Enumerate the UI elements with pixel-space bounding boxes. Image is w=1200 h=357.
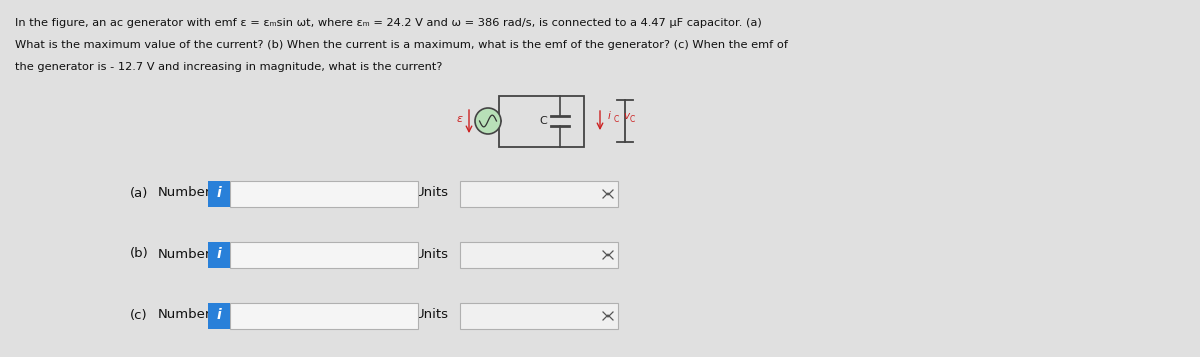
Text: Units: Units <box>415 186 449 200</box>
Text: v: v <box>623 111 629 121</box>
Text: What is the maximum value of the current? (b) When the current is a maximum, wha: What is the maximum value of the current… <box>14 40 788 50</box>
Text: Number: Number <box>158 247 211 261</box>
FancyBboxPatch shape <box>230 242 418 268</box>
Text: i: i <box>217 247 221 261</box>
Text: Number: Number <box>158 308 211 322</box>
FancyBboxPatch shape <box>208 242 230 268</box>
Text: C: C <box>614 115 619 124</box>
FancyBboxPatch shape <box>230 303 418 329</box>
Text: Units: Units <box>415 247 449 261</box>
FancyBboxPatch shape <box>230 181 418 207</box>
Circle shape <box>475 108 502 134</box>
Text: (b): (b) <box>130 247 149 261</box>
FancyBboxPatch shape <box>460 242 618 268</box>
Text: Number: Number <box>158 186 211 200</box>
Text: Units: Units <box>415 308 449 322</box>
Text: In the figure, an ac generator with emf ε = εₘsin ω⁤t, where εₘ = 24.2 V and ω⁤ : In the figure, an ac generator with emf … <box>14 18 762 28</box>
Text: C: C <box>630 115 635 124</box>
Text: i: i <box>217 308 221 322</box>
Text: i: i <box>217 186 221 200</box>
Text: the generator is - 12.7 V and increasing in magnitude, what is the current?: the generator is - 12.7 V and increasing… <box>14 62 443 72</box>
Text: (c): (c) <box>130 308 148 322</box>
Text: ε: ε <box>457 115 463 125</box>
Text: (a): (a) <box>130 186 149 200</box>
FancyBboxPatch shape <box>208 303 230 329</box>
Text: C: C <box>539 116 547 126</box>
FancyBboxPatch shape <box>460 181 618 207</box>
FancyBboxPatch shape <box>460 303 618 329</box>
Text: i: i <box>608 111 611 121</box>
FancyBboxPatch shape <box>208 181 230 207</box>
